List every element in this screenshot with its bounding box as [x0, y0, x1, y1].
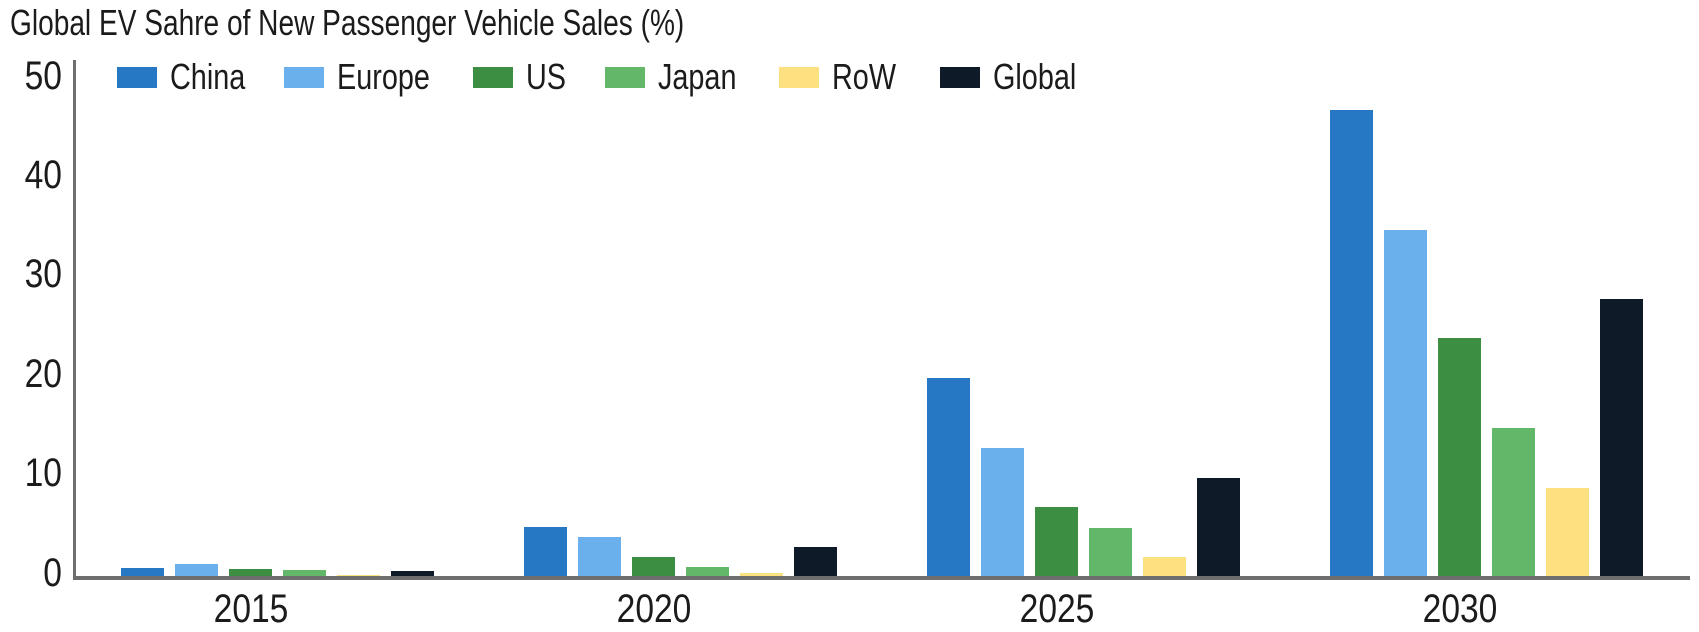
- bar-europe-2030: [1384, 230, 1427, 576]
- legend-label: US: [526, 56, 567, 97]
- bar-global-2025: [1197, 478, 1240, 576]
- legend-swatch-japan: [605, 66, 645, 88]
- x-tick-label: 2015: [213, 587, 288, 631]
- bar-china-2030: [1330, 110, 1373, 576]
- bar-row-2020: [740, 573, 783, 576]
- bar-japan-2030: [1492, 428, 1535, 576]
- bar-row-2015: [337, 575, 380, 576]
- bar-japan-2020: [686, 567, 729, 576]
- bar-china-2020: [524, 527, 567, 576]
- x-tick-label: 2025: [1019, 587, 1094, 631]
- legend-item-japan: Japan: [605, 55, 756, 99]
- bar-global-2015: [391, 571, 434, 576]
- legend-label: China: [170, 56, 246, 97]
- bar-us-2020: [632, 557, 675, 576]
- y-tick-label: 20: [24, 351, 62, 396]
- y-axis-line: [73, 60, 76, 580]
- bar-us-2030: [1438, 338, 1481, 576]
- bar-us-2025: [1035, 507, 1078, 576]
- bar-row-2030: [1546, 488, 1589, 576]
- bar-japan-2015: [283, 570, 326, 576]
- legend-swatch-china: [117, 66, 157, 88]
- legend-label: Europe: [337, 56, 430, 97]
- legend-item-us: US: [473, 55, 576, 99]
- bar-us-2015: [229, 569, 272, 576]
- legend-label: RoW: [832, 56, 896, 97]
- legend-swatch-row: [779, 66, 819, 88]
- legend-item-row: RoW: [779, 55, 912, 99]
- bar-china-2015: [121, 568, 164, 576]
- bar-europe-2015: [175, 564, 218, 576]
- x-tick-label: 2030: [1422, 587, 1497, 631]
- bar-global-2030: [1600, 299, 1643, 576]
- bar-europe-2025: [981, 448, 1024, 576]
- y-tick-label: 40: [24, 152, 62, 197]
- legend-label: Global: [993, 56, 1077, 97]
- legend-swatch-global: [940, 66, 980, 88]
- legend-swatch-us: [473, 66, 513, 88]
- legend-item-china: China: [117, 55, 264, 99]
- legend-label: Japan: [658, 56, 737, 97]
- chart-title: Global EV Sahre of New Passenger Vehicle…: [10, 2, 685, 43]
- x-tick-label: 2020: [616, 587, 691, 631]
- bar-europe-2020: [578, 537, 621, 576]
- x-axis-line: [73, 576, 1690, 580]
- legend-item-global: Global: [940, 55, 1097, 99]
- bar-china-2025: [927, 378, 970, 576]
- legend-item-europe: Europe: [284, 55, 453, 99]
- y-tick-label: 50: [24, 53, 62, 98]
- bar-global-2020: [794, 547, 837, 576]
- bar-row-2025: [1143, 557, 1186, 576]
- legend-swatch-europe: [284, 66, 324, 88]
- y-tick-label: 0: [43, 550, 62, 595]
- y-tick-label: 10: [24, 451, 62, 496]
- y-tick-label: 30: [24, 252, 62, 297]
- bar-japan-2025: [1089, 528, 1132, 576]
